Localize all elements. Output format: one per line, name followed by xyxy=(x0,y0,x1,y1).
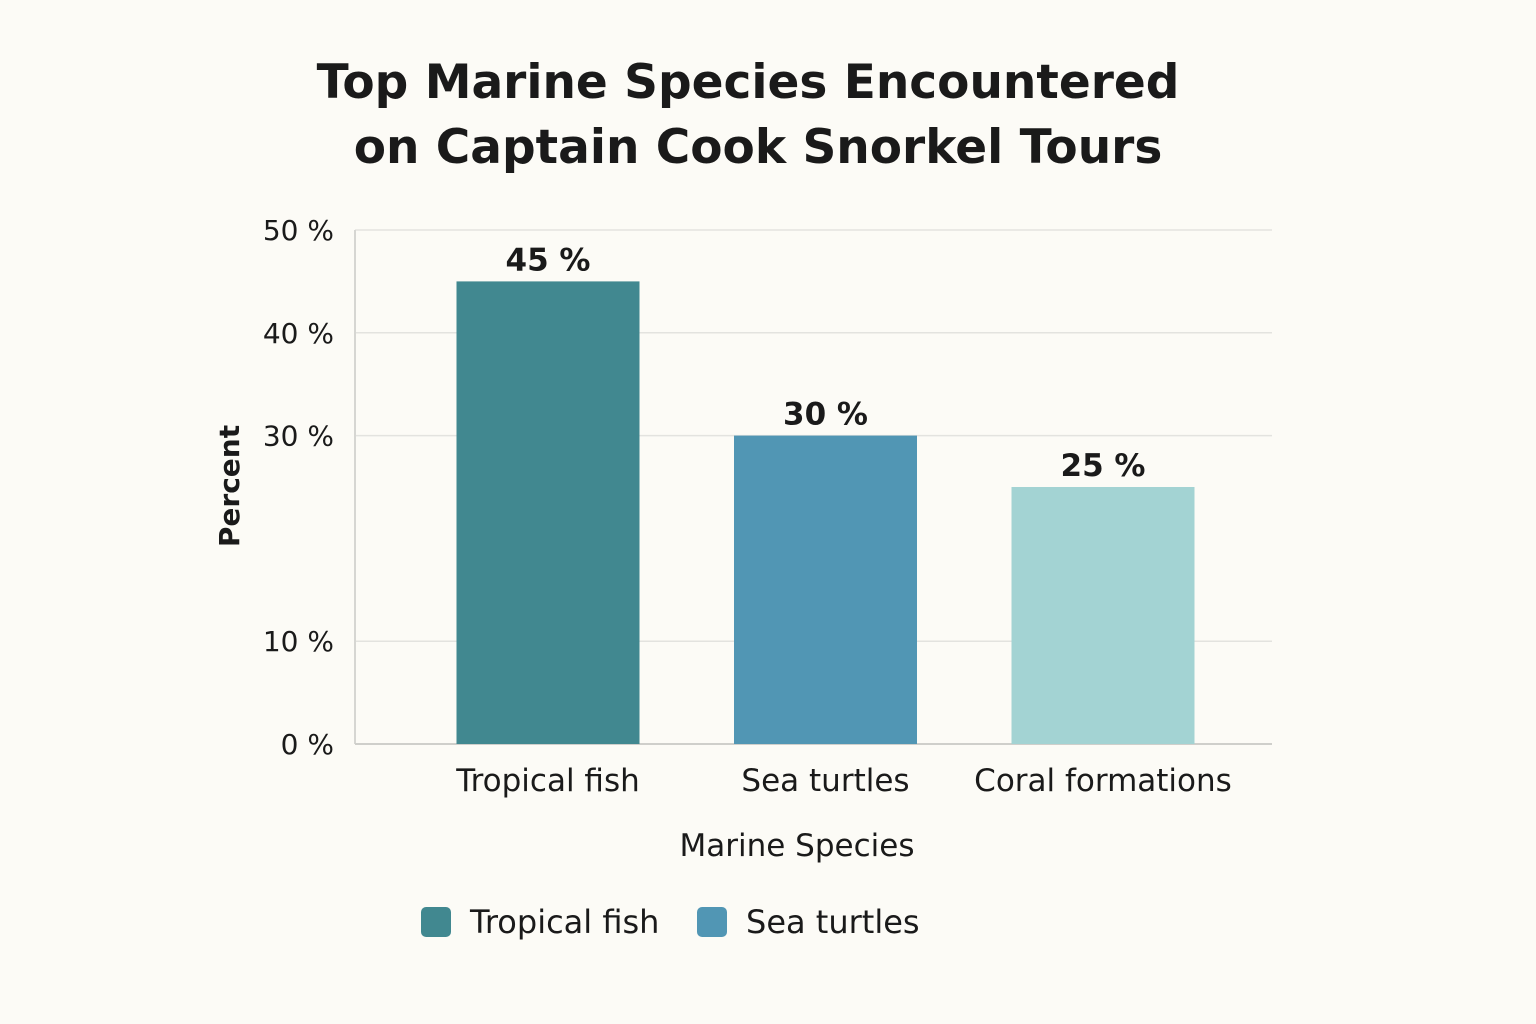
y-tick-label: 0 % xyxy=(281,728,334,761)
chart-title-line-1: Top Marine Species Encountered xyxy=(317,55,1180,110)
y-tick-label: 50 % xyxy=(263,214,334,247)
x-category-label: Coral formations xyxy=(974,763,1232,799)
legend-item: Sea turtles xyxy=(697,903,920,941)
x-axis-categories: Tropical fish Sea turtles Coral formations xyxy=(455,763,1232,799)
y-tick-label: 10 % xyxy=(263,625,334,658)
data-label: 30 % xyxy=(783,397,868,433)
chart-title-line-2: on Captain Cook Snorkel Tours xyxy=(354,120,1163,175)
x-category-label: Sea turtles xyxy=(741,763,909,799)
bars xyxy=(456,281,1195,744)
legend-label: Tropical fish xyxy=(469,903,659,941)
legend: Tropical fish Sea turtles xyxy=(421,903,920,941)
data-label: 45 % xyxy=(506,242,591,278)
y-tick-label: 40 % xyxy=(263,317,334,350)
x-axis-title: Marine Species xyxy=(680,828,915,864)
legend-label: Sea turtles xyxy=(746,903,920,941)
bar xyxy=(456,281,640,744)
legend-item: Tropical fish xyxy=(421,903,659,941)
y-axis-title: Percent xyxy=(213,425,246,547)
data-label: 25 % xyxy=(1061,448,1146,484)
data-labels: 45 % 30 % 25 % xyxy=(506,242,1146,484)
y-axis-ticks: 0 % 10 % 30 % 40 % 50 % xyxy=(263,214,334,761)
bar xyxy=(734,435,917,744)
x-category-label: Tropical fish xyxy=(455,763,640,799)
y-tick-label: 30 % xyxy=(263,420,334,453)
bar xyxy=(1011,487,1195,744)
legend-swatch xyxy=(697,907,727,937)
legend-swatch xyxy=(421,907,451,937)
